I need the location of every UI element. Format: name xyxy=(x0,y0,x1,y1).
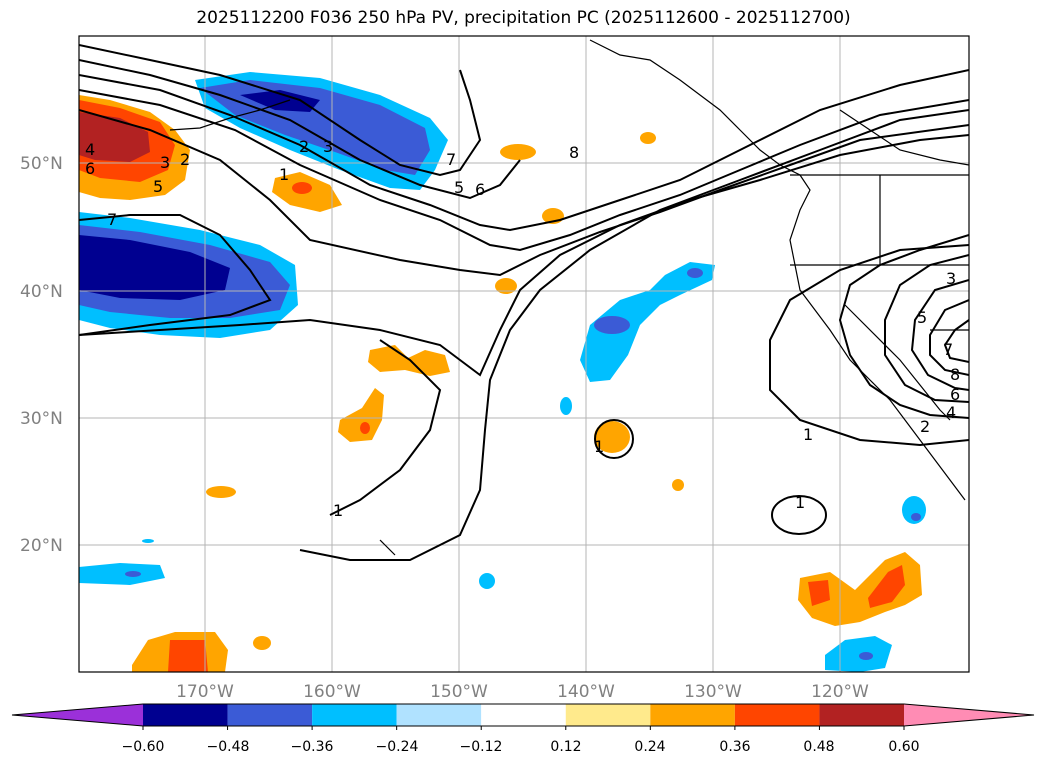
colorbar-tick-label: −0.60 xyxy=(122,739,165,755)
plot-area xyxy=(79,36,969,672)
colorbar-tick-label: 0.24 xyxy=(634,739,665,755)
colorbar-segment xyxy=(227,704,313,726)
contour-label: 2 xyxy=(920,417,930,436)
contour-label: 1 xyxy=(279,165,289,184)
contour-label: 8 xyxy=(950,365,960,384)
lon-label: 160°W xyxy=(303,682,361,702)
colorbar-segment xyxy=(143,704,228,726)
colorbar-tick-label: 0.60 xyxy=(888,739,919,755)
lat-label: 50°N xyxy=(20,154,63,174)
contour-label: 7 xyxy=(107,210,117,229)
colorbar xyxy=(11,703,1035,730)
colorbar-tick-label: 0.48 xyxy=(803,739,834,755)
colorbar-segment xyxy=(312,704,397,726)
colorbar-segment xyxy=(565,704,651,726)
contour-label: 5 xyxy=(153,177,163,196)
contour-label: 7 xyxy=(446,150,456,169)
lon-label: 170°W xyxy=(176,682,234,702)
contour-label: 3 xyxy=(323,137,333,156)
contour-label: 6 xyxy=(950,385,960,404)
colorbar-tick-label: 0.12 xyxy=(550,739,581,755)
lat-axis-labels: 50°N 40°N 30°N 20°N xyxy=(20,154,63,556)
lon-label: 150°W xyxy=(430,682,488,702)
pv-contours xyxy=(79,44,969,561)
lon-label: 140°W xyxy=(557,682,615,702)
contour-label: 5 xyxy=(454,178,464,197)
lon-label: 130°W xyxy=(684,682,742,702)
lat-label: 40°N xyxy=(20,282,63,302)
contour-label: 1 xyxy=(803,425,813,444)
lat-label: 20°N xyxy=(20,536,63,556)
contour-label: 4 xyxy=(946,403,956,422)
contour-label: 6 xyxy=(475,180,485,199)
colorbar-tick-label: −0.36 xyxy=(291,739,334,755)
contour-label: 3 xyxy=(160,153,170,172)
precip-fill-layer xyxy=(79,72,926,672)
contour-label: 3 xyxy=(946,269,956,288)
colorbar-tick-labels: −0.60 −0.48 −0.36 −0.24 −0.12 0.12 0.24 … xyxy=(122,739,920,755)
contour-label: 8 xyxy=(569,143,579,162)
contour-label: 4 xyxy=(85,140,95,159)
contour-label: 5 xyxy=(917,308,927,327)
colorbar-tick-label: −0.24 xyxy=(376,739,419,755)
map-title: 2025112200 F036 250 hPa PV, precipitatio… xyxy=(196,8,851,28)
contour-label: 1 xyxy=(594,437,604,456)
contour-label: 1 xyxy=(333,501,343,520)
colorbar-tick-label: −0.12 xyxy=(460,739,503,755)
lon-label: 120°W xyxy=(811,682,869,702)
colorbar-extend-min xyxy=(12,704,143,726)
contour-label: 2 xyxy=(299,137,309,156)
colorbar-segment xyxy=(734,704,820,726)
colorbar-tick-label: 0.36 xyxy=(719,739,750,755)
colorbar-segment xyxy=(481,704,566,726)
plot-frame xyxy=(78,35,970,673)
colorbar-segment xyxy=(396,704,482,726)
colorbar-segment xyxy=(650,704,735,726)
contour-label: 1 xyxy=(795,493,805,512)
lon-axis-labels: 170°W 160°W 150°W 140°W 130°W 120°W xyxy=(176,682,869,702)
contour-label: 2 xyxy=(180,150,190,169)
colorbar-segment xyxy=(819,704,904,726)
colorbar-extend-max xyxy=(904,704,1034,726)
contour-label: 7 xyxy=(943,340,953,359)
contour-labels: 4 6 3 2 5 7 2 3 1 7 5 6 8 1 1 1 3 5 7 8 … xyxy=(85,137,960,520)
colorbar-tick-label: −0.48 xyxy=(207,739,250,755)
lat-label: 30°N xyxy=(20,409,63,429)
contour-label: 6 xyxy=(85,159,95,178)
